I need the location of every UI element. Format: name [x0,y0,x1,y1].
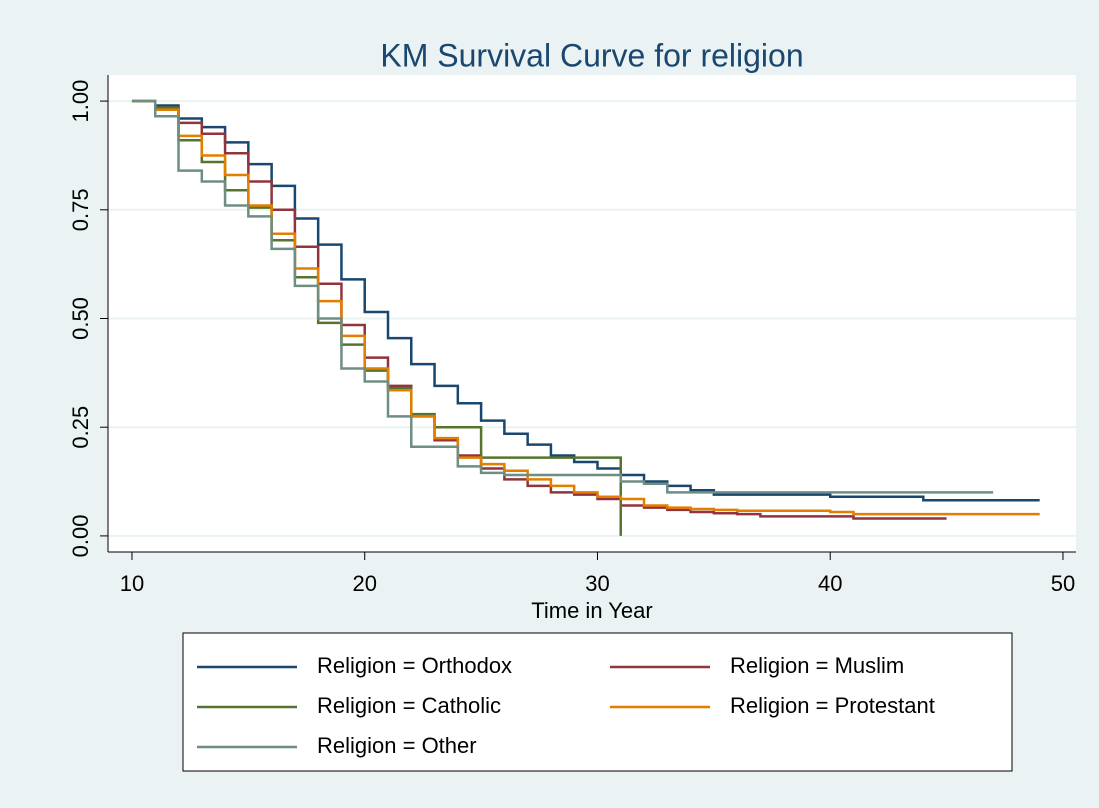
legend-label: Religion = Other [317,733,477,758]
y-tick-label: 0.00 [68,514,93,557]
x-tick-label: 50 [1051,571,1075,596]
x-tick-label: 10 [120,571,144,596]
y-tick-label: 0.50 [68,297,93,340]
plot-area [108,75,1076,552]
legend-label: Religion = Protestant [730,693,935,718]
chart-title: KM Survival Curve for religion [380,37,803,73]
y-tick-label: 0.75 [68,188,93,231]
x-tick-label: 40 [818,571,842,596]
legend-label: Religion = Catholic [317,693,501,718]
survival-curve [131,99,994,494]
legend-label: Religion = Orthodox [317,653,512,678]
y-tick-label: 1.00 [68,80,93,123]
y-tick-label: 0.25 [68,406,93,449]
x-tick-label: 20 [352,571,376,596]
x-axis-title: Time in Year [531,598,652,623]
legend [182,632,1013,772]
legend-label: Religion = Muslim [730,653,904,678]
x-tick-label: 30 [585,571,609,596]
survival-curve [131,99,1040,502]
